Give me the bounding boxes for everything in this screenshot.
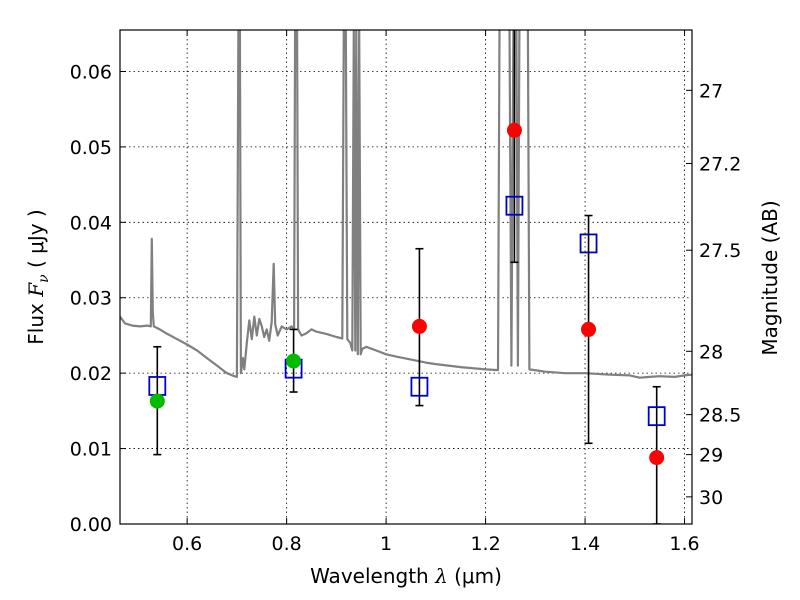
model-photometry-square — [505, 195, 524, 216]
y-tick-label: 0.02 — [70, 363, 112, 385]
axis-ticks: 0.6 0.8 1 1.2 1.4 1.6 0.00 0.01 0.02 0.03 0.04 0.05… — [70, 30, 741, 555]
y-tick-label: 0.03 — [70, 288, 112, 310]
observed-flux-point — [286, 353, 302, 369]
x-tick-label: 1.4 — [570, 533, 600, 555]
grid-lines — [120, 30, 692, 525]
plot-frame — [119, 29, 693, 525]
observed-flux-point — [649, 450, 665, 466]
right-tick-label: 27 — [699, 80, 723, 102]
right-tick-label: 27.5 — [699, 240, 741, 262]
right-tick-label: 30 — [699, 487, 723, 509]
x-tick-label: 0.6 — [172, 533, 202, 555]
y-tick-label: 0.06 — [70, 61, 112, 83]
right-tick-label: 29 — [699, 445, 723, 467]
y-tick-label: 0.04 — [70, 212, 112, 234]
right-tick-label: 27.2 — [699, 153, 741, 175]
observed-flux-point — [149, 393, 165, 409]
model-photometry-square — [410, 376, 429, 397]
plot-area — [120, 30, 692, 524]
x-tick-label: 1.6 — [669, 533, 699, 555]
observed-flux-point — [411, 318, 427, 334]
x-tick-label: 1.2 — [470, 533, 500, 555]
y-axis-label: Flux Fν ( μJy ) — [24, 209, 52, 344]
model-spectrum-line — [120, 30, 692, 379]
y-tick-label: 0.00 — [70, 514, 112, 536]
model-photometry-square — [579, 233, 598, 254]
right-y-axis-label: Magnitude (AB) — [758, 200, 782, 355]
x-tick-label: 0.8 — [272, 533, 302, 555]
observed-flux-point — [506, 122, 522, 138]
x-axis-label: Wavelength λ (μm) — [310, 564, 502, 588]
model-photometry-square — [647, 406, 666, 427]
y-tick-label: 0.05 — [70, 137, 112, 159]
x-tick-label: 1 — [380, 533, 392, 555]
y-tick-label: 0.01 — [70, 439, 112, 461]
right-tick-label: 28.5 — [699, 405, 741, 427]
right-tick-label: 28 — [699, 341, 723, 363]
observed-flux-point — [581, 321, 597, 337]
